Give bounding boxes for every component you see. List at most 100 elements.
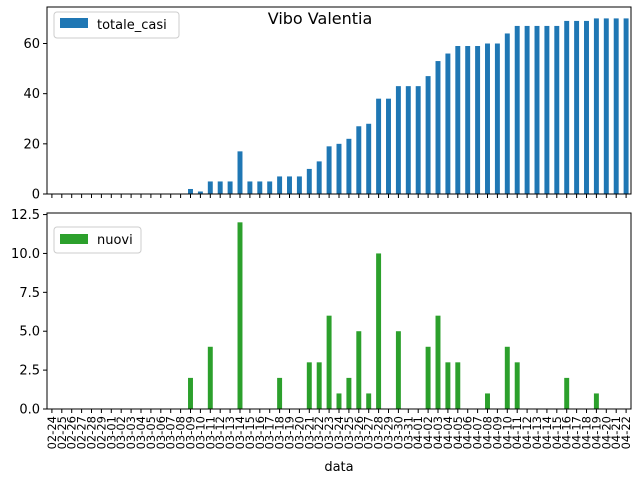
- x-tick-label: 04-13: [530, 416, 544, 449]
- bottom-bar-03-22: [316, 362, 322, 409]
- top-bar-04-17: [574, 20, 580, 195]
- x-tick-label: 03-06: [154, 416, 168, 449]
- top-bar-04-03: [435, 61, 441, 195]
- bottom-bars: [188, 222, 599, 409]
- bottom-legend-swatch: [60, 234, 88, 244]
- x-tick-label: 03-12: [213, 416, 227, 449]
- x-tick-label: 03-03: [124, 416, 138, 449]
- bottom-bar-03-25: [346, 377, 352, 409]
- top-bar-03-15: [247, 181, 253, 194]
- top-bar-04-09: [494, 43, 500, 194]
- x-tick-label: 03-21: [302, 416, 316, 449]
- top-legend: totale_casi: [53, 11, 180, 39]
- bottom-bar-03-30: [395, 331, 401, 409]
- top-bar-03-22: [316, 161, 322, 194]
- x-tick-label: 04-22: [619, 416, 633, 449]
- bottom-axes-frame: [46, 212, 632, 410]
- bottom-legend: nuovi: [53, 226, 142, 254]
- top-bar-04-06: [465, 46, 471, 195]
- x-tick-label: 03-16: [253, 416, 267, 449]
- x-tick-label: 02-27: [75, 416, 89, 449]
- top-bar-03-20: [296, 176, 302, 194]
- bottom-bar-04-11: [514, 362, 520, 409]
- chart-title: Vibo Valentia: [268, 9, 373, 28]
- bottom-plot-area: 0.02.55.07.510.012.5 02-2402-2502-2602-2…: [11, 208, 633, 449]
- top-y-axis: 0 20 40 60: [23, 37, 47, 203]
- top-bar-03-26: [356, 126, 362, 194]
- top-bar-03-18: [277, 176, 283, 194]
- top-bar-04-19: [593, 18, 599, 194]
- top-bar-03-27: [366, 123, 372, 194]
- x-tick-label: 03-23: [322, 416, 336, 449]
- x-tick-label: 04-02: [421, 416, 435, 449]
- x-tick-label: 04-08: [481, 416, 495, 449]
- top-bar-03-31: [405, 86, 411, 194]
- x-tick-label: 04-06: [461, 416, 475, 449]
- top-legend-swatch: [60, 18, 88, 28]
- bottom-bar-03-27: [366, 393, 372, 409]
- x-tick-label: 03-10: [193, 416, 207, 449]
- x-tick-label: 03-19: [283, 416, 297, 449]
- x-tick-label: 02-28: [85, 416, 99, 449]
- x-tick-label: 04-04: [441, 416, 455, 449]
- top-bar-04-11: [514, 25, 520, 194]
- x-tick-label: 03-01: [104, 416, 118, 449]
- x-tick-label: 02-29: [94, 416, 108, 449]
- top-bar-03-29: [386, 98, 391, 194]
- top-bar-04-12: [524, 25, 530, 194]
- top-y-tick-label: 60: [23, 37, 40, 52]
- x-tick-label: 04-05: [451, 416, 465, 449]
- x-tick-label: 03-14: [233, 416, 247, 449]
- top-bar-04-16: [564, 20, 570, 195]
- x-tick-label: 02-26: [65, 416, 79, 449]
- bottom-legend-label: nuovi: [97, 233, 133, 248]
- x-tick-label: 04-21: [609, 416, 623, 449]
- x-tick-label: 03-29: [382, 416, 396, 449]
- top-bar-03-13: [227, 181, 233, 194]
- top-bar-04-07: [475, 46, 481, 195]
- bottom-bar-03-23: [326, 315, 332, 409]
- x-tick-label: 03-15: [243, 416, 257, 449]
- x-tick-label: 03-02: [114, 416, 128, 449]
- top-bar-03-24: [336, 143, 342, 194]
- x-tick-label: 04-10: [500, 416, 514, 449]
- top-bar-04-20: [603, 18, 609, 194]
- top-bar-03-17: [267, 181, 273, 194]
- top-bar-04-21: [613, 18, 619, 194]
- bottom-y-tick-label: 7.5: [19, 286, 40, 301]
- top-bar-03-30: [395, 86, 401, 194]
- x-tick-label: 03-11: [203, 416, 217, 449]
- x-tick-label: 03-30: [391, 416, 405, 449]
- x-tick-label: 03-09: [184, 416, 198, 449]
- x-tick-label: 03-20: [292, 416, 306, 449]
- x-tick-label: 03-07: [164, 416, 178, 449]
- x-tick-label: 04-15: [550, 416, 564, 449]
- bottom-y-tick-label: 5.0: [19, 325, 40, 340]
- bottom-bar-03-18: [277, 377, 283, 409]
- bottom-bar-04-03: [435, 315, 441, 409]
- bottom-bar-04-02: [425, 346, 431, 409]
- bottom-y-tick-label: 2.5: [19, 364, 40, 379]
- top-bar-04-08: [485, 43, 490, 194]
- x-tick-label: 04-20: [599, 416, 613, 449]
- bottom-y-axis: 0.0 2.5 5.0 7.5 10.0 12.5: [11, 208, 47, 418]
- top-bar-03-11: [207, 181, 213, 194]
- top-bar-04-10: [504, 33, 510, 195]
- bottom-bar-04-08: [485, 393, 490, 409]
- top-bar-04-05: [455, 46, 461, 195]
- top-x-axis: [51, 194, 627, 198]
- top-y-tick-label: 20: [23, 137, 40, 152]
- x-tick-label: 04-11: [510, 416, 524, 449]
- x-tick-label: 04-09: [490, 416, 504, 449]
- bottom-bar-03-14: [237, 222, 243, 409]
- top-bar-03-21: [306, 168, 312, 194]
- bottom-bar-04-04: [445, 362, 451, 409]
- top-bar-03-23: [326, 146, 332, 194]
- x-tick-label: 03-08: [174, 416, 188, 449]
- top-bar-03-10: [197, 191, 203, 194]
- top-bar-04-01: [415, 86, 421, 194]
- x-tick-label: 02-24: [45, 416, 59, 449]
- top-bar-03-19: [287, 176, 292, 194]
- x-tick-label: 03-22: [312, 416, 326, 449]
- top-bar-04-02: [425, 76, 431, 194]
